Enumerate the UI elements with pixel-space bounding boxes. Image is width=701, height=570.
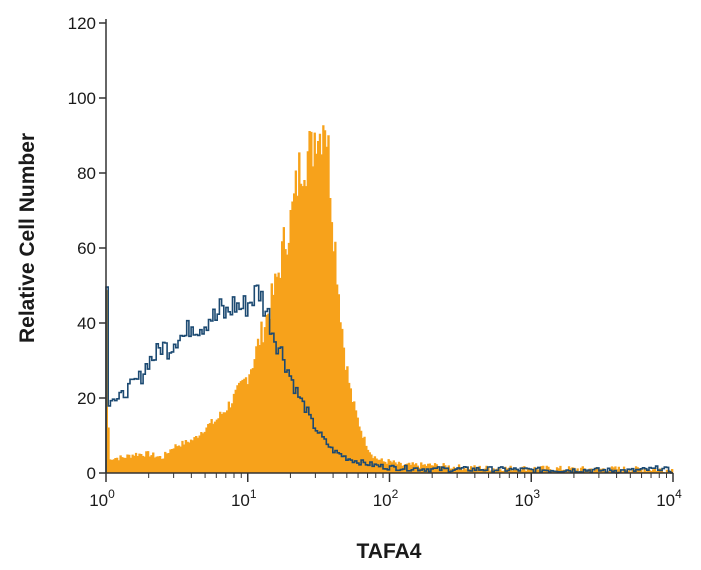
y-tick-label: 120 bbox=[68, 14, 96, 33]
plot-area bbox=[105, 125, 674, 474]
y-tick-label: 80 bbox=[77, 164, 96, 183]
y-tick-label: 0 bbox=[87, 464, 96, 483]
x-tick-label: 102 bbox=[373, 487, 399, 510]
y-tick-label: 60 bbox=[77, 239, 96, 258]
y-tick-label: 100 bbox=[68, 89, 96, 108]
x-axis-title: TAFA4 bbox=[357, 540, 422, 563]
y-tick-label: 40 bbox=[77, 314, 96, 333]
x-tick-label: 104 bbox=[656, 487, 682, 510]
x-tick-label: 101 bbox=[231, 487, 257, 510]
y-axis-title: Relative Cell Number bbox=[16, 133, 39, 343]
series-area-orange bbox=[105, 125, 674, 474]
x-axis-ticks: 100 101 102 103 104 bbox=[89, 473, 682, 510]
series-line-blue bbox=[105, 284, 673, 474]
x-tick-label: 100 bbox=[89, 487, 115, 510]
y-axis-ticks: 0 20 40 60 80 100 120 bbox=[68, 14, 106, 483]
x-tick-label: 103 bbox=[514, 487, 540, 510]
y-tick-label: 20 bbox=[77, 389, 96, 408]
